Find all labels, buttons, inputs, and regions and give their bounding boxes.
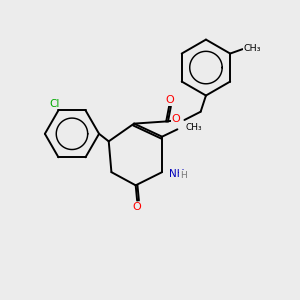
Text: O: O bbox=[172, 114, 180, 124]
Text: Cl: Cl bbox=[50, 99, 60, 109]
Text: CH₃: CH₃ bbox=[243, 44, 261, 53]
Text: NH: NH bbox=[169, 169, 184, 178]
Text: O: O bbox=[165, 95, 174, 105]
Text: O: O bbox=[133, 202, 142, 212]
Text: CH₃: CH₃ bbox=[186, 123, 202, 132]
Text: H: H bbox=[180, 171, 187, 180]
